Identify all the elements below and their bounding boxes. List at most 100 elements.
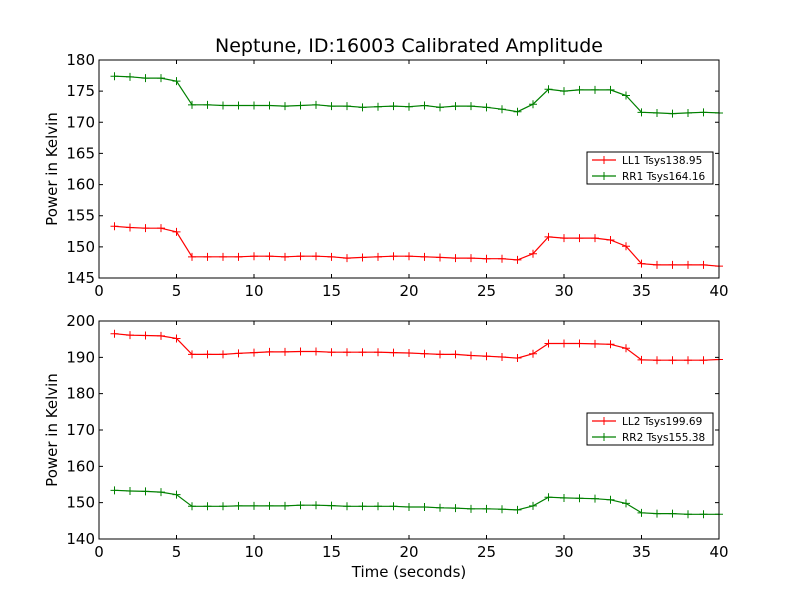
data-point <box>467 351 475 360</box>
data-point <box>622 91 630 100</box>
data-point <box>575 234 584 243</box>
data-point <box>420 101 429 110</box>
data-point <box>358 502 367 511</box>
data-point <box>544 339 553 348</box>
data-point <box>126 223 134 232</box>
data-point <box>188 252 196 261</box>
data-point <box>172 227 181 236</box>
y-tick-label: 190 <box>66 348 95 366</box>
data-point <box>110 486 119 495</box>
y-tick-label: 170 <box>66 421 95 439</box>
legend: LL1 Tsys138.95 RR1 Tsys164.16 <box>586 151 714 185</box>
legend-box <box>586 151 714 185</box>
legend-box <box>586 412 714 446</box>
data-point <box>312 100 320 109</box>
legend-swatch-marker <box>600 172 608 180</box>
data-point <box>482 504 491 513</box>
data-point <box>606 236 615 245</box>
data-point <box>343 502 351 511</box>
data-point <box>250 101 258 110</box>
data-point <box>281 102 289 111</box>
x-tick-label: 35 <box>632 543 651 561</box>
data-point <box>637 355 646 364</box>
data-point <box>482 352 491 361</box>
data-point <box>219 252 227 261</box>
data-point <box>389 102 398 111</box>
data-point <box>482 103 491 112</box>
series-line-2 <box>114 489 719 515</box>
data-point <box>699 510 708 519</box>
data-point <box>699 108 708 117</box>
data-point <box>157 74 165 83</box>
y-tick-label: 150 <box>66 494 95 512</box>
data-point <box>498 105 506 114</box>
y-tick-label: 155 <box>66 207 95 225</box>
data-point <box>513 505 522 514</box>
data-point <box>172 334 181 343</box>
y-tick-label: 145 <box>66 269 95 287</box>
data-point <box>684 260 692 269</box>
data-point <box>451 102 460 111</box>
data-point <box>110 72 119 81</box>
data-point <box>296 501 305 510</box>
x-tick-label: 20 <box>399 543 418 561</box>
data-point <box>405 348 413 357</box>
data-point <box>451 254 460 263</box>
data-point <box>653 509 661 518</box>
data-point <box>560 493 568 502</box>
data-point <box>265 347 274 356</box>
legend: LL2 Tsys199.69 RR2 Tsys155.38 <box>586 412 714 446</box>
data-point <box>358 348 367 357</box>
data-point <box>374 102 382 111</box>
data-point <box>591 234 599 243</box>
data-point <box>157 488 165 497</box>
data-point <box>374 502 382 511</box>
y-tick-label: 170 <box>66 113 95 131</box>
data-point <box>172 490 181 499</box>
legend-swatch-marker <box>600 417 608 425</box>
data-point <box>405 102 413 111</box>
data-point <box>343 102 351 111</box>
data-point <box>172 77 181 86</box>
data-point <box>358 103 367 112</box>
data-point <box>405 252 413 261</box>
data-point <box>219 502 227 511</box>
chart-title: Neptune, ID:16003 Calibrated Amplitude <box>215 35 603 57</box>
data-point <box>219 101 227 110</box>
data-point <box>265 252 274 261</box>
data-point <box>513 354 522 363</box>
data-point <box>560 234 568 243</box>
data-point <box>157 224 165 233</box>
data-point <box>296 347 305 356</box>
data-point <box>188 100 196 109</box>
x-tick-label: 10 <box>244 282 263 300</box>
data-point <box>498 505 506 514</box>
data-point <box>451 350 460 359</box>
data-point <box>389 502 398 511</box>
x-tick-label: 25 <box>477 543 496 561</box>
data-point <box>606 85 615 94</box>
data-point <box>653 260 661 269</box>
y-tick-label: 150 <box>66 238 95 256</box>
data-point <box>575 494 584 503</box>
data-point <box>544 232 553 241</box>
x-tick-label: 20 <box>399 282 418 300</box>
data-point <box>436 253 444 262</box>
data-point <box>529 349 537 358</box>
legend-swatch-marker <box>600 156 608 164</box>
x-tick-label: 40 <box>709 282 728 300</box>
data-point <box>684 356 692 365</box>
data-point <box>436 350 444 359</box>
data-point <box>234 252 243 261</box>
legend-entry-label: LL2 Tsys199.69 <box>622 416 702 428</box>
x-tick-label: 0 <box>94 543 104 561</box>
data-point <box>668 109 677 118</box>
data-point <box>606 495 615 504</box>
data-point <box>110 329 119 338</box>
legend-entry-label: RR2 Tsys155.38 <box>622 432 705 444</box>
data-point <box>637 108 646 117</box>
data-point <box>234 101 243 110</box>
data-point <box>219 350 227 359</box>
data-point <box>575 85 584 94</box>
